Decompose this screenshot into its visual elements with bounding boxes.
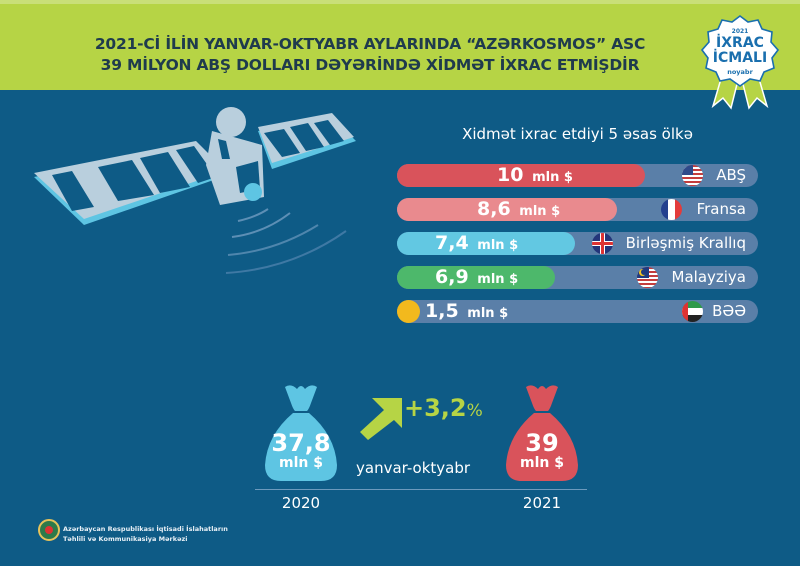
uk-flag-icon — [592, 233, 613, 254]
export-review-badge: 2021 İXRAC İCMALI noyabr — [701, 14, 779, 110]
bar-fill-malaysia — [397, 266, 555, 289]
bar-row-france: 8,6 mln $ Fransa — [397, 198, 758, 221]
footer-org-line-2: Təhlili və Kommunikasiya Mərkəzi — [63, 535, 188, 543]
value-number: 7,4 — [435, 232, 469, 254]
period-label: yanvar-oktyabr — [356, 459, 471, 477]
countries-section-title: Xidmət ixrac etdiyi 5 əsas ölkə — [462, 125, 693, 143]
bar-fill-uk — [397, 232, 575, 255]
badge-year: 2021 — [731, 28, 749, 35]
value-unit: mln $ — [477, 238, 519, 253]
footer-org-line-1: Azərbaycan Respublikası İqtisadi İslahat… — [63, 525, 228, 533]
uae-flag-icon — [682, 301, 703, 322]
headline-line-1: 2021-Cİ İLİN YANVAR-OKTYABR AYLARINDA “A… — [94, 35, 646, 53]
value-number: 8,6 — [477, 198, 511, 220]
bar-value-uae: 1,5 mln $ — [425, 300, 508, 323]
value-2021: 39 — [525, 429, 559, 457]
value-unit: mln $ — [532, 170, 573, 185]
footer-organization: Azərbaycan Respublikası İqtisadi İslahat… — [63, 524, 228, 544]
value-2020: 37,8 — [271, 429, 331, 457]
bar-fill-france — [397, 198, 617, 221]
malaysia-flag-icon — [637, 267, 658, 288]
state-emblem-icon — [38, 519, 60, 541]
value-number: 10 — [497, 164, 524, 186]
bar-row-malaysia: 6,9 mln $ Malayziya — [397, 266, 758, 289]
growth-value: +3,2 — [404, 394, 467, 422]
headline-line-2: 39 MİLYON ABŞ DOLLARI DƏYƏRİNDƏ XİDMƏT İ… — [100, 56, 640, 74]
badge-month: noyabr — [727, 68, 753, 76]
bar-fill-usa — [397, 164, 645, 187]
bar-value-malaysia: 6,9 mln $ — [435, 266, 518, 289]
country-label-uk: Birləşmiş Krallıq — [625, 234, 746, 252]
growth-percent: +3,2% — [404, 394, 483, 422]
badge-rosette-icon — [701, 15, 779, 110]
us-flag-icon — [682, 165, 703, 186]
satellite-illustration — [34, 107, 356, 274]
header-band — [0, 0, 800, 90]
comparison-baseline — [255, 489, 587, 490]
badge-line-2: İCMALI — [712, 50, 768, 66]
value-number: 6,9 — [435, 266, 469, 288]
year-2020-label: 2020 — [281, 494, 321, 512]
year-2021-label: 2021 — [522, 494, 562, 512]
money-bag-2021-icon — [506, 385, 578, 481]
badge-line-1: İXRAC — [716, 35, 764, 51]
value-number: 1,5 — [425, 300, 459, 322]
bar-fill-uae — [397, 300, 420, 323]
bar-value-usa: 10 mln $ — [497, 164, 573, 187]
value-unit: mln $ — [519, 204, 561, 219]
unit-2021: mln $ — [520, 455, 564, 471]
headline: 2021-Cİ İLİN YANVAR-OKTYABR AYLARINDA “A… — [60, 34, 680, 76]
country-label-france: Fransa — [696, 200, 746, 218]
country-label-uae: BƏƏ — [712, 302, 746, 320]
header-top-stripe — [0, 0, 800, 4]
bar-row-uk: 7,4 mln $ Birləşmiş Krallıq — [397, 232, 758, 255]
growth-sign: % — [466, 401, 483, 421]
bar-value-france: 8,6 mln $ — [477, 198, 560, 221]
france-flag-icon — [661, 199, 682, 220]
growth-arrow-icon — [360, 398, 402, 440]
country-label-malaysia: Malayziya — [671, 268, 746, 286]
money-bag-2020-icon — [265, 385, 337, 481]
bar-row-uae: 1,5 mln $ BƏƏ — [397, 300, 758, 323]
country-label-usa: ABŞ — [716, 166, 746, 184]
unit-2020: mln $ — [279, 455, 323, 471]
bar-value-uk: 7,4 mln $ — [435, 232, 518, 255]
bar-row-usa: 10 mln $ ABŞ — [397, 164, 758, 187]
value-unit: mln $ — [467, 306, 509, 321]
value-unit: mln $ — [477, 272, 519, 287]
